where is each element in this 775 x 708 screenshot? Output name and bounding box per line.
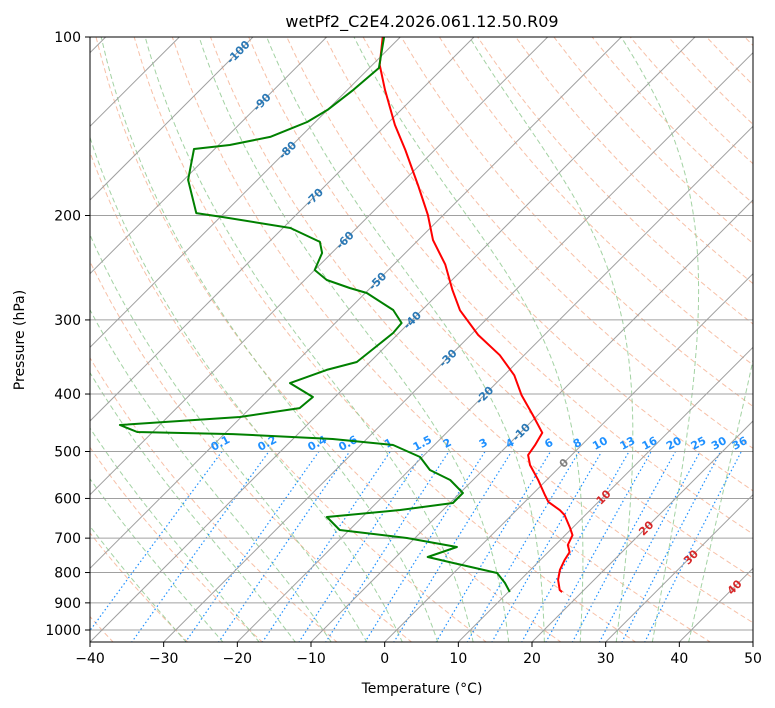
- dry-adiabat: [90, 532, 189, 642]
- plot-frame: [89, 36, 754, 643]
- x-tick-label: 30: [597, 651, 615, 667]
- mixing-ratio-label: 30: [709, 434, 729, 453]
- x-tick-label: −10: [296, 651, 326, 667]
- y-tick-label: 100: [54, 30, 81, 46]
- x-tick-label: 20: [523, 651, 541, 667]
- dry-adiabat: [515, 37, 753, 285]
- x-tick-label: −30: [149, 651, 179, 667]
- dry-adiabat: [90, 356, 338, 642]
- moist-adiabat: [90, 308, 332, 642]
- y-tick-label: 900: [54, 596, 81, 612]
- isotherm: [752, 641, 753, 642]
- axes: −40 −30 −20 −10 0 10 20 30 40 50 100 200 300 400 500 60…: [45, 30, 762, 667]
- moist-adiabat: [144, 37, 474, 642]
- isotherm: [162, 51, 753, 642]
- isotherm: [383, 272, 753, 642]
- isotherm: [310, 199, 753, 642]
- mixing-ratio-line: [90, 451, 223, 632]
- isotherm: [457, 346, 753, 642]
- x-tick-label: 40: [670, 651, 688, 667]
- profile-series: [118, 37, 574, 593]
- dry-adiabat: [210, 37, 753, 624]
- moist-adiabat: [266, 37, 545, 642]
- moist-adiabat: [353, 37, 584, 642]
- x-tick-label: 10: [449, 651, 467, 667]
- moist-adiabat: [90, 477, 224, 642]
- background-lines: [90, 37, 753, 642]
- mixing-ratio-label: 20: [664, 434, 684, 453]
- mixing-ratio-line: [325, 451, 450, 642]
- moist-adiabat: [90, 233, 368, 642]
- mixing-ratio-line: [218, 451, 351, 642]
- moist-adiabat: [90, 135, 403, 642]
- isotherm: [236, 125, 753, 642]
- isotherm: [90, 37, 622, 570]
- y-tick-label: 600: [54, 491, 81, 507]
- dry-adiabat: [324, 37, 753, 492]
- mixing-ratio-line: [393, 451, 513, 642]
- dry-adiabat: [95, 37, 562, 642]
- isotherm: [90, 37, 328, 275]
- mixing-ratio-line: [545, 451, 652, 642]
- dewpoint-line: [118, 37, 511, 593]
- dry-adiabat: [248, 37, 753, 579]
- dry-adiabat: [133, 37, 637, 642]
- y-tick-label: 700: [54, 531, 81, 547]
- dry-adiabat: [90, 446, 263, 642]
- dry-adiabat: [90, 150, 488, 642]
- y-tick-label: 400: [54, 387, 81, 403]
- moist-adiabat: [90, 427, 260, 642]
- isotherm: [90, 37, 475, 422]
- chart-title: wetPf2_C2E4.2026.061.12.50.R09: [285, 12, 558, 32]
- x-tick-label: −40: [75, 651, 105, 667]
- x-tick-label: 50: [744, 651, 762, 667]
- mixing-ratio-line: [598, 451, 701, 642]
- mixing-ratio-line: [261, 451, 391, 642]
- temperature-line: [378, 37, 574, 593]
- mixing-ratio-line: [571, 451, 677, 642]
- mixing-ratio-label: 13: [618, 434, 638, 453]
- x-tick-label: 0: [380, 651, 389, 667]
- y-axis-label: Pressure (hPa): [12, 290, 28, 390]
- isotherm: [90, 37, 696, 642]
- isotherm: [90, 37, 549, 496]
- mixing-ratio-label: 10: [590, 434, 610, 453]
- mixing-ratio-line: [521, 451, 630, 642]
- moist-adiabat: [100, 37, 439, 642]
- moist-adiabat: [688, 357, 753, 642]
- mixing-ratio-label: 25: [689, 434, 709, 453]
- dry-adiabat: [400, 37, 753, 408]
- isotherm: [90, 37, 254, 201]
- x-axis-label: Temperature (°C): [361, 681, 483, 697]
- mixing-ratio-line: [644, 451, 742, 642]
- mixing-ratio-label: 16: [640, 434, 660, 453]
- mixing-ratio-line: [435, 451, 552, 642]
- y-tick-label: 200: [54, 209, 81, 225]
- y-tick-label: 500: [54, 444, 81, 460]
- moist-adiabat: [620, 37, 700, 642]
- isotherm: [90, 37, 401, 349]
- dry-adiabat: [171, 37, 712, 642]
- mixing-ratio-line: [364, 451, 486, 642]
- isotherm: [604, 493, 753, 642]
- mixing-ratio-line: [184, 451, 320, 642]
- mixing-ratio-line: [131, 451, 270, 642]
- y-tick-label: 800: [54, 566, 81, 582]
- y-tick-label: 300: [54, 313, 81, 329]
- dry-adiabat: [438, 37, 753, 366]
- y-tick-label: 1000: [45, 623, 81, 639]
- isotherm: [531, 420, 753, 642]
- x-tick-label: −20: [223, 651, 253, 667]
- mixing-ratio-label: 36: [730, 434, 750, 453]
- mixing-ratio-line: [298, 451, 425, 642]
